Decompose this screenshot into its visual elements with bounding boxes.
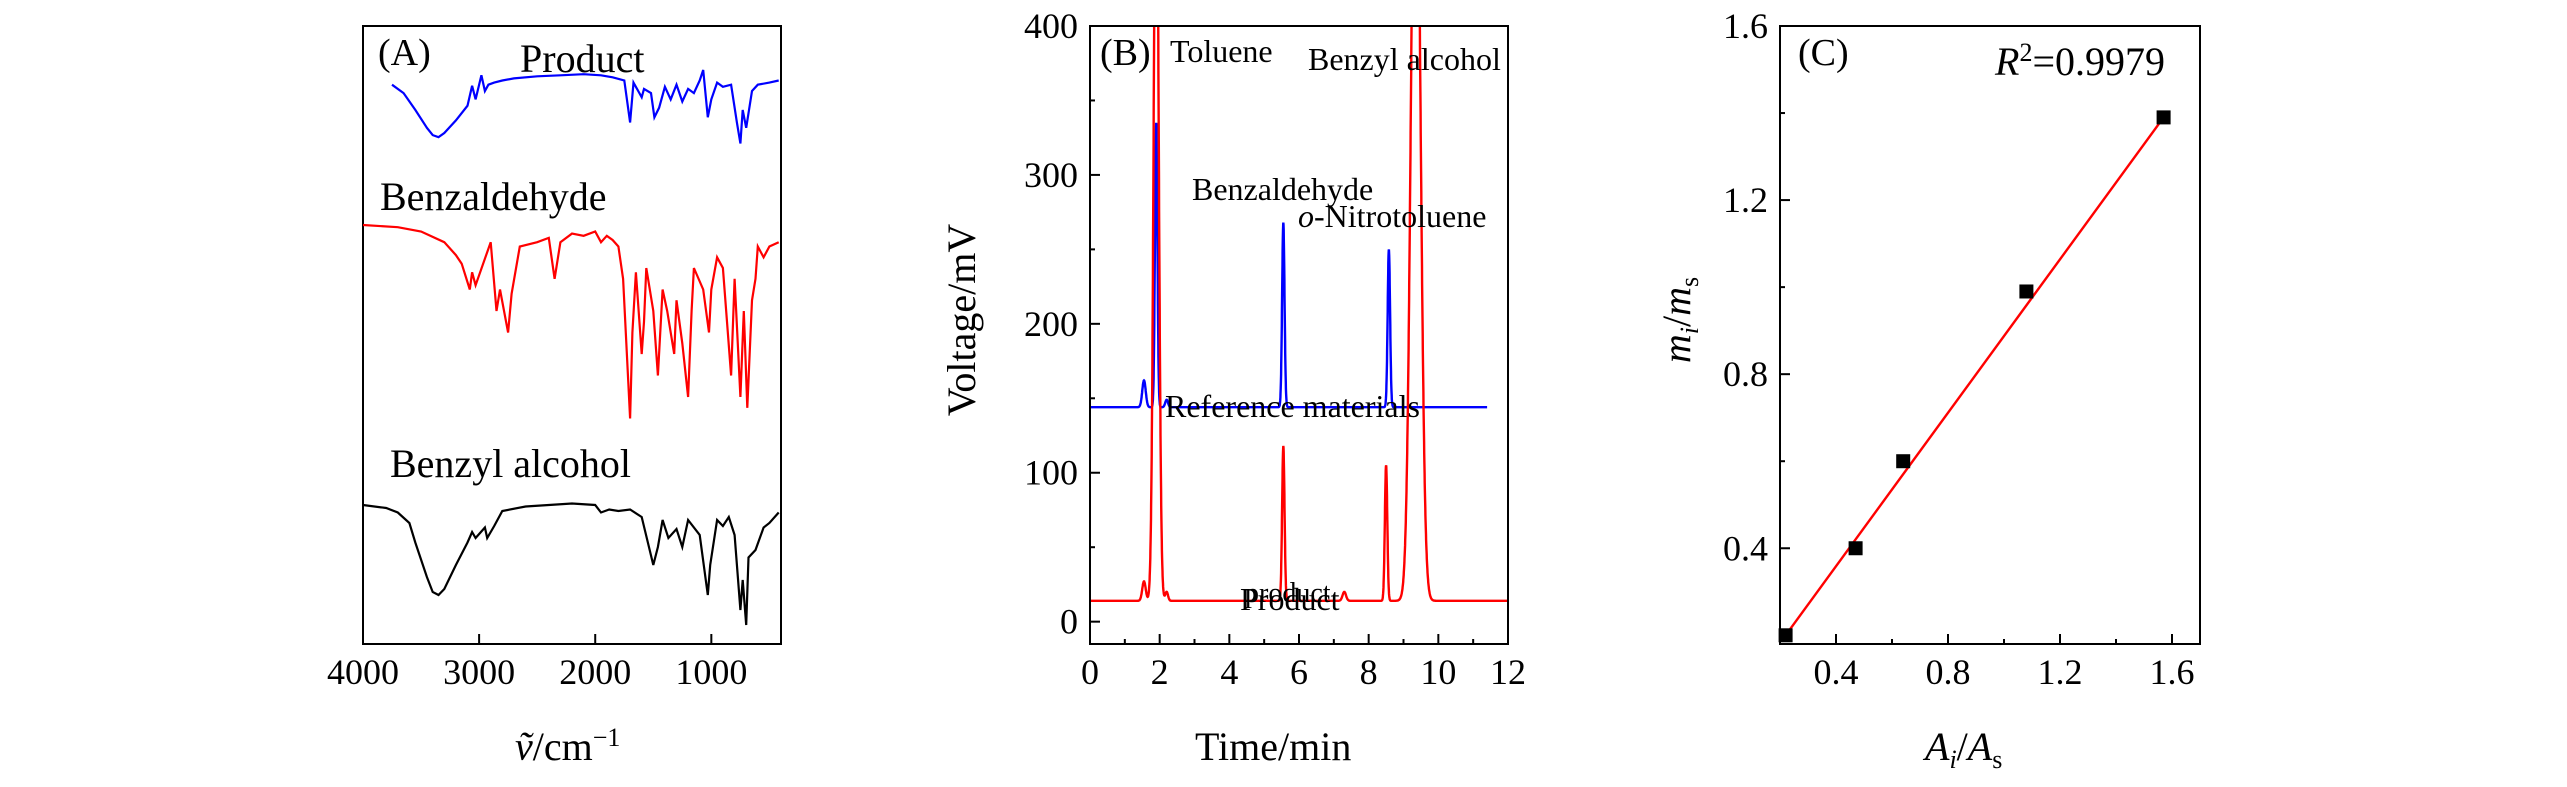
panel-b-ticks: 0 2 4 6 8 10 12 0 100 200 300 400 (1024, 6, 1526, 692)
panel-c-x-axis-title: Ai/As (1922, 724, 2002, 774)
data-point (2156, 110, 2171, 125)
x-tick-label: 10 (1420, 652, 1456, 692)
spectrum-benzaldehyde (362, 223, 780, 419)
y-tick-label: 400 (1024, 6, 1078, 46)
panel-a-letter: (A) (378, 32, 431, 74)
x-tick-label: 3000 (443, 652, 515, 692)
x-tick-label: 1000 (675, 652, 747, 692)
data-point (1896, 454, 1911, 469)
y-tick-label: 0 (1060, 602, 1078, 642)
label-o-nitrotoluene: o-Nitrotoluene (1298, 198, 1486, 234)
panel-a-x-ticks: 4000 3000 2000 1000 (327, 634, 747, 692)
data-point (2019, 284, 2034, 299)
x-tick-label: 0.8 (1926, 652, 1971, 692)
data-point (1848, 541, 1863, 556)
spectrum-product (391, 69, 779, 144)
y-tick-label: 1.6 (1723, 6, 1768, 46)
x-tick-label: 1.2 (2038, 652, 2083, 692)
label-product: Product (520, 36, 644, 81)
y-tick-label: 0.8 (1723, 354, 1768, 394)
chromatogram-reference-materials (1090, 122, 1488, 409)
x-tick-label: 0.4 (1814, 652, 1859, 692)
x-tick-label: 12 (1490, 652, 1526, 692)
r-squared-annotation: R2=0.9979 (1994, 38, 2165, 84)
panel-c-ticks: 0.4 0.8 1.2 1.6 0.4 0.8 1.2 1.6 (1723, 6, 2195, 692)
x-tick-label: 0 (1081, 652, 1099, 692)
panel-a: 4000 3000 2000 1000 (A) Product Benzaldehyd… (327, 25, 782, 769)
data-point (1778, 628, 1793, 643)
y-tick-label: 200 (1024, 304, 1078, 344)
panel-a-frame (362, 25, 782, 645)
y-tick-label: 1.2 (1723, 180, 1768, 220)
label-benzyl-alcohol-b: Benzyl alcohol (1308, 41, 1501, 77)
panel-b-y-axis-title: Voltage/mV (939, 224, 984, 417)
panel-b-x-axis-title: Time/min (1195, 724, 1351, 769)
spectrum-benzyl-alcohol (362, 502, 780, 626)
x-tick-label: 4 (1220, 652, 1238, 692)
y-tick-label: 0.4 (1723, 528, 1768, 568)
label-product-small: product (1245, 578, 1331, 609)
panel-a-spectra (362, 69, 780, 626)
fit-line (1784, 116, 2165, 637)
x-tick-label: 4000 (327, 652, 399, 692)
panel-c-frame (1779, 25, 2201, 645)
x-tick-label: 1.6 (2150, 652, 2195, 692)
y-tick-label: 100 (1024, 453, 1078, 493)
label-toluene: Toluene (1170, 33, 1273, 69)
label-benzaldehyde-b: Benzaldehyde (1192, 171, 1373, 207)
x-tick-label: 8 (1360, 652, 1378, 692)
y-tick-label: 300 (1024, 155, 1078, 195)
label-product-b: Product (1240, 581, 1340, 617)
label-benzyl-alcohol: Benzyl alcohol (390, 441, 631, 486)
panel-c-letter: (C) (1798, 32, 1849, 74)
label-benzaldehyde: Benzaldehyde (380, 174, 607, 219)
panel-c: 0.4 0.8 1.2 1.6 0.4 0.8 1.2 1.6 (C) R2=0.9979 A… (1654, 6, 2201, 774)
x-tick-label: 2000 (559, 652, 631, 692)
x-tick-label: 6 (1290, 652, 1308, 692)
x-tick-label: 2 (1151, 652, 1169, 692)
panel-c-y-axis-title: mi/ms (1654, 277, 1704, 363)
panel-a-x-axis-title: ṽ/cm−1 (515, 723, 620, 769)
label-reference-materials: Reference materials (1165, 388, 1420, 424)
panel-b-chromatograms (1090, 26, 1508, 602)
panel-c-plot (1778, 110, 2171, 643)
chromatogram-product (1090, 26, 1508, 602)
panel-b: 0 2 4 6 8 10 12 0 100 200 300 400 (B) Toluene Benzy… (939, 6, 1526, 769)
panel-b-letter: (B) (1100, 32, 1151, 74)
